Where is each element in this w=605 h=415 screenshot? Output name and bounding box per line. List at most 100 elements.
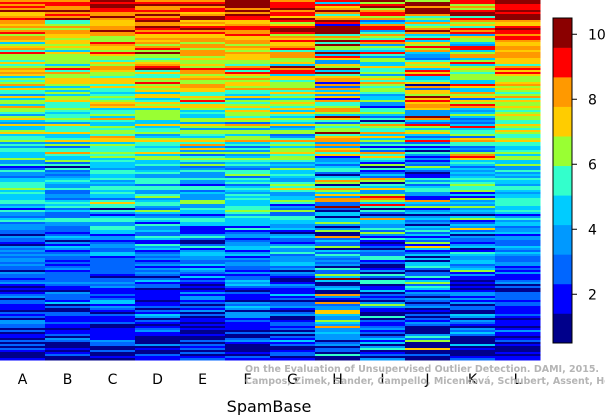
- heatmap-cell: [0, 270, 46, 273]
- heatmap-cell: [180, 70, 226, 73]
- heatmap-cell: [45, 184, 91, 187]
- heatmap-cell: [315, 88, 361, 91]
- heatmap-cell: [90, 30, 136, 33]
- heatmap-cell: [90, 194, 136, 197]
- heatmap-cell: [225, 32, 271, 35]
- heatmap-cell: [450, 42, 496, 45]
- heatmap-cell: [450, 142, 496, 145]
- heatmap-cell: [135, 114, 181, 117]
- heatmap-cell: [495, 288, 541, 291]
- heatmap-cell: [225, 318, 271, 321]
- heatmap-cell: [450, 8, 496, 11]
- heatmap-cell: [225, 186, 271, 189]
- heatmap-cell: [360, 98, 406, 101]
- heatmap-cell: [450, 210, 496, 213]
- heatmap-cell: [90, 204, 136, 207]
- heatmap-cell: [405, 84, 451, 87]
- heatmap-cell: [315, 76, 361, 79]
- heatmap-cell: [180, 258, 226, 261]
- heatmap-cell: [270, 78, 316, 81]
- heatmap-cell: [135, 28, 181, 31]
- heatmap-cell: [135, 194, 181, 197]
- heatmap-cell: [315, 30, 361, 33]
- heatmap-cell: [0, 328, 46, 331]
- heatmap-cell: [0, 226, 46, 229]
- heatmap-cell: [0, 236, 46, 239]
- heatmap-cell: [225, 54, 271, 57]
- heatmap-cell: [135, 130, 181, 133]
- heatmap-cell: [270, 334, 316, 337]
- heatmap-cell: [270, 60, 316, 63]
- heatmap-cell: [315, 228, 361, 231]
- heatmap-cell: [450, 304, 496, 307]
- heatmap-cell: [135, 282, 181, 285]
- heatmap-cell: [45, 68, 91, 71]
- heatmap-cell: [225, 350, 271, 353]
- heatmap-cell: [0, 60, 46, 63]
- heatmap-cell: [45, 216, 91, 219]
- x-tick-label: I: [380, 372, 384, 388]
- heatmap-cell: [90, 282, 136, 285]
- heatmap-cell: [315, 210, 361, 213]
- heatmap-cell: [180, 100, 226, 103]
- heatmap-cell: [495, 308, 541, 311]
- heatmap-cell: [360, 18, 406, 21]
- heatmap-cell: [360, 46, 406, 49]
- heatmap-cell: [135, 258, 181, 261]
- heatmap-cell: [45, 278, 91, 281]
- heatmap-cell: [360, 40, 406, 43]
- heatmap-cell: [405, 146, 451, 149]
- heatmap-cell: [405, 290, 451, 293]
- heatmap-cell: [315, 336, 361, 339]
- heatmap-cell: [450, 74, 496, 77]
- heatmap-cell: [360, 114, 406, 117]
- heatmap-cell: [45, 230, 91, 233]
- heatmap-cell: [360, 264, 406, 267]
- heatmap-cell: [45, 34, 91, 37]
- heatmap-cell: [180, 242, 226, 245]
- heatmap-cell: [495, 188, 541, 191]
- heatmap-cell: [405, 310, 451, 313]
- heatmap-cell: [450, 198, 496, 201]
- heatmap-cell: [0, 244, 46, 247]
- heatmap-cell: [360, 4, 406, 7]
- heatmap-cell: [405, 222, 451, 225]
- heatmap-cell: [495, 318, 541, 321]
- heatmap-cell: [180, 106, 226, 109]
- heatmap-cell: [495, 70, 541, 73]
- heatmap-cell: [0, 96, 46, 99]
- heatmap-cell: [180, 130, 226, 133]
- colorbar-swatch: [553, 136, 572, 167]
- heatmap-cell: [315, 196, 361, 199]
- heatmap-cell: [315, 350, 361, 353]
- heatmap-cell: [225, 144, 271, 147]
- heatmap-cell: [90, 254, 136, 257]
- heatmap-cell: [450, 110, 496, 113]
- heatmap-cell: [315, 346, 361, 349]
- heatmap-cell: [450, 40, 496, 43]
- heatmap-cell: [0, 134, 46, 137]
- heatmap-cell: [495, 26, 541, 29]
- heatmap-cell: [135, 80, 181, 83]
- heatmap-cell: [90, 74, 136, 77]
- heatmap-cell: [0, 42, 46, 45]
- heatmap-cell: [495, 38, 541, 41]
- heatmap-cell: [315, 234, 361, 237]
- heatmap-cell: [360, 36, 406, 39]
- heatmap-cell: [180, 4, 226, 7]
- heatmap-cell: [180, 314, 226, 317]
- heatmap-cell: [45, 16, 91, 19]
- colorbar-swatch: [553, 165, 572, 196]
- heatmap-cell: [0, 302, 46, 305]
- heatmap-cell: [180, 260, 226, 263]
- heatmap-cell: [0, 196, 46, 199]
- heatmap-cell: [180, 14, 226, 17]
- heatmap-cell: [315, 236, 361, 239]
- heatmap-cell: [90, 96, 136, 99]
- heatmap-cell: [0, 208, 46, 211]
- heatmap-cell: [0, 22, 46, 25]
- heatmap-cell: [405, 36, 451, 39]
- heatmap-cell: [225, 270, 271, 273]
- heatmap-cell: [180, 284, 226, 287]
- heatmap-cell: [45, 46, 91, 49]
